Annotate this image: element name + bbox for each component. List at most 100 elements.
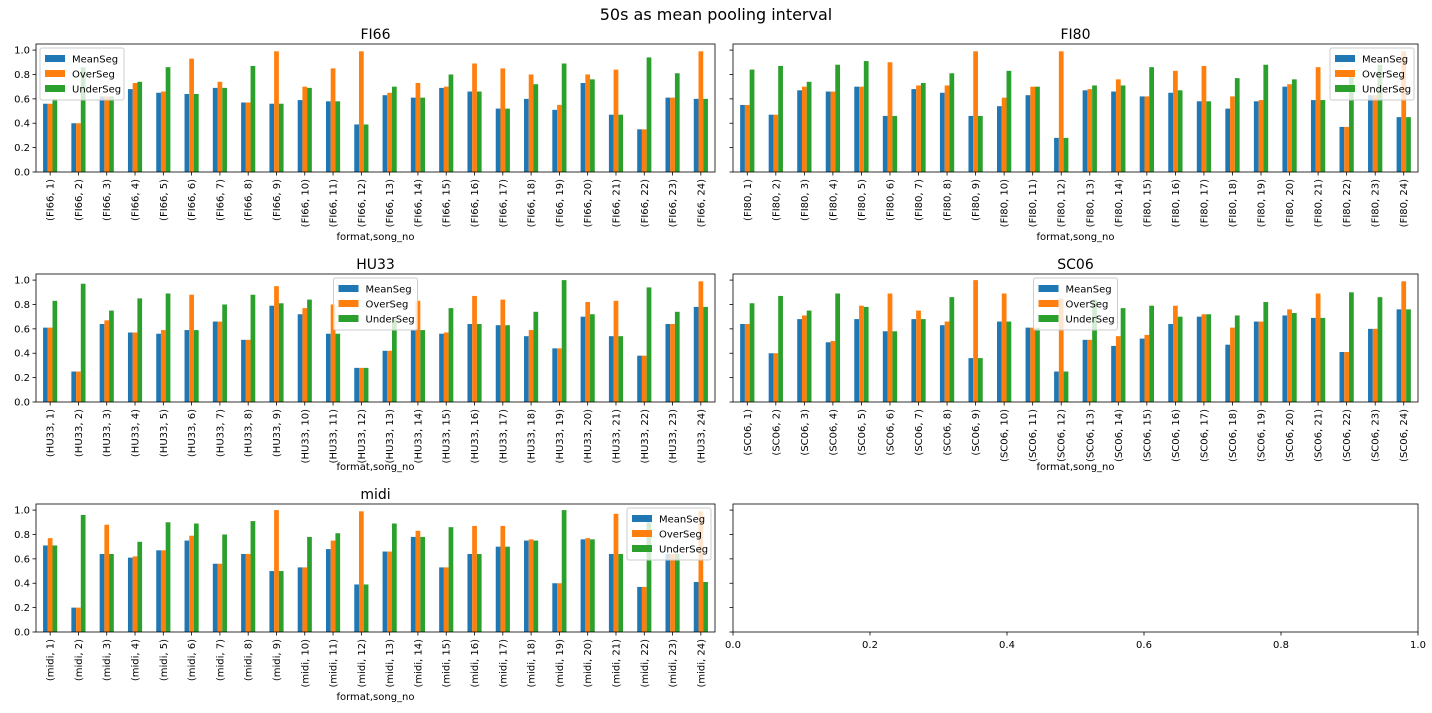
x-tick-label: (FI66, 9) — [272, 179, 283, 221]
chart-title: midi — [360, 487, 390, 503]
x-tick-label: (midi, 10) — [300, 639, 311, 688]
bar — [472, 525, 477, 632]
bar — [76, 371, 81, 402]
bar — [863, 61, 869, 172]
bar — [835, 293, 841, 402]
x-tick-label: (SC06, 10) — [1000, 409, 1011, 462]
bar — [1201, 65, 1207, 172]
bar — [740, 323, 745, 402]
bar — [863, 306, 869, 402]
bar — [184, 540, 190, 632]
x-tick-label: (midi, 12) — [357, 639, 368, 688]
x-tick-label: (FI66, 22) — [640, 179, 651, 227]
bar — [1111, 345, 1116, 402]
bar — [439, 567, 444, 632]
bar — [1310, 317, 1316, 402]
bar — [137, 541, 143, 632]
x-tick-label: (midi, 18) — [527, 639, 538, 688]
bar — [1149, 305, 1154, 402]
bar — [269, 305, 275, 402]
bar — [552, 583, 558, 632]
x-tick-label: (FI66, 2) — [74, 179, 85, 221]
bar — [1111, 91, 1116, 172]
bar — [193, 93, 199, 172]
bar — [1401, 51, 1407, 173]
legend-label: OverSeg — [72, 70, 115, 81]
y-tick-label: 1.0 — [14, 46, 30, 57]
bar — [359, 511, 364, 632]
bar — [189, 294, 194, 402]
legend-swatch — [1038, 315, 1059, 322]
x-axis-label: format,song_no — [1036, 232, 1114, 243]
x-tick-label: (FI80, 14) — [1114, 179, 1125, 227]
bar — [274, 51, 279, 173]
x-tick-label: (FI80, 24) — [1399, 179, 1410, 227]
y-tick-label: 0.0 — [14, 168, 30, 179]
bar — [76, 607, 81, 632]
bar — [47, 327, 53, 402]
x-tick-label: (HU33, 1) — [46, 409, 57, 457]
bar — [1001, 293, 1007, 402]
bar — [109, 553, 114, 632]
x-tick-label: (FI80, 9) — [971, 179, 982, 221]
bar — [467, 553, 473, 632]
bar — [1339, 352, 1345, 402]
legend-swatch — [338, 285, 359, 292]
x-tick-label: (FI66, 5) — [159, 179, 170, 221]
y-tick-label: 0.8 — [14, 300, 30, 311]
x-tick-label: (FI66, 17) — [498, 179, 509, 227]
bar — [698, 281, 704, 402]
bar — [618, 336, 624, 402]
bar — [222, 304, 227, 402]
bar — [949, 297, 955, 402]
bar — [1258, 321, 1264, 402]
bar — [646, 522, 652, 632]
bar — [127, 89, 133, 172]
x-tick-label: (HU33, 8) — [244, 409, 255, 457]
bar — [641, 129, 647, 172]
axes-frame — [35, 43, 716, 173]
bar — [1030, 86, 1036, 172]
bar — [1087, 89, 1093, 172]
bar — [495, 546, 501, 632]
bar — [359, 51, 364, 173]
x-tick-label: 0.6 — [1136, 640, 1152, 651]
bar — [387, 551, 393, 632]
chart-panel: (FI66, 1) (FI66, 2) (FI66, 3) (FI66, 4) (FI6… — [14, 27, 716, 243]
bar — [52, 300, 58, 402]
x-tick-label: (HU33, 9) — [272, 409, 283, 457]
legend-swatch — [45, 70, 65, 77]
bar — [1372, 328, 1378, 402]
axes-frame — [35, 503, 716, 633]
bar — [585, 302, 591, 402]
bar — [189, 535, 194, 632]
bar — [580, 539, 586, 632]
bar — [665, 323, 671, 402]
bar — [467, 323, 473, 402]
bar — [52, 545, 58, 632]
bar — [80, 514, 86, 632]
bar — [1168, 323, 1174, 402]
bar — [944, 321, 950, 402]
bar — [52, 98, 58, 172]
bar — [1320, 317, 1326, 402]
bar — [99, 553, 105, 632]
bar — [997, 106, 1002, 172]
bar — [674, 311, 680, 402]
bar — [1253, 321, 1259, 402]
bar — [1054, 137, 1059, 172]
bar — [887, 62, 893, 172]
bar — [137, 298, 143, 402]
bar — [1206, 314, 1212, 402]
bar — [476, 553, 482, 632]
bar — [392, 523, 397, 632]
bar — [278, 103, 284, 172]
bar — [528, 330, 534, 402]
bar — [859, 86, 864, 172]
bar — [325, 549, 331, 632]
x-tick-label: (FI80, 6) — [885, 179, 896, 221]
legend-swatch — [632, 515, 652, 522]
bar — [476, 91, 482, 172]
bar — [1253, 101, 1259, 172]
x-tick-label: (midi, 4) — [131, 639, 142, 681]
